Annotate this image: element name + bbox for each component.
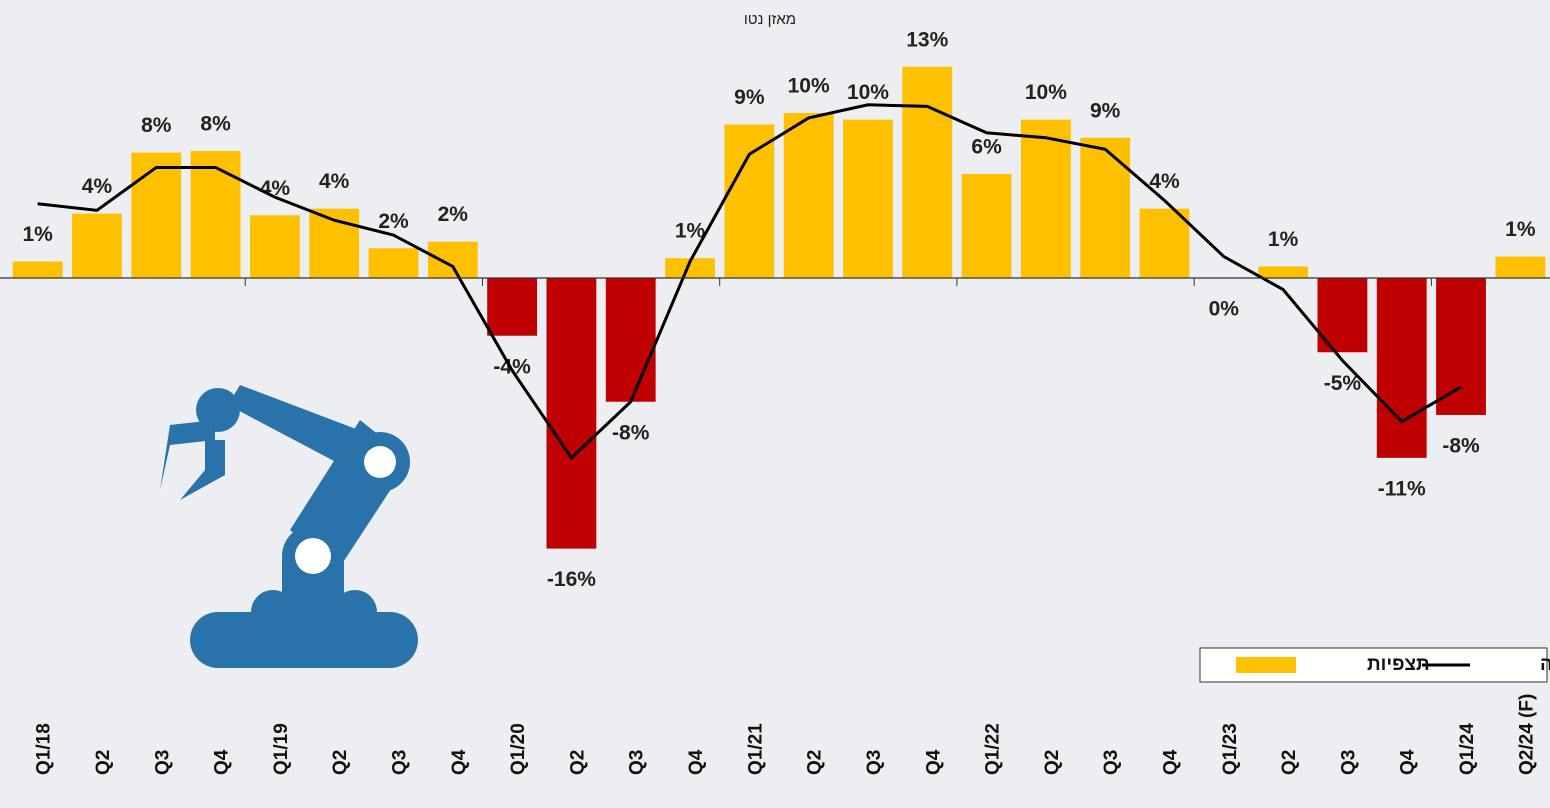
bar xyxy=(902,67,952,278)
bar xyxy=(784,113,834,278)
x-tick-label: Q1/21 xyxy=(745,723,766,775)
legend-label: מגמה xyxy=(1540,654,1550,675)
legend: מגמה תצפיות xyxy=(1200,648,1550,682)
data-label: 10% xyxy=(788,75,830,98)
x-tick-label: Q2 xyxy=(1279,750,1300,775)
x-tick-label: Q4 xyxy=(923,749,944,775)
chart: מאזן נטו 1%4%8%8%4%4%2%2%-4%-16%-8%1%9%1… xyxy=(0,0,1550,808)
bar xyxy=(1140,209,1190,278)
chart-title: מאזן נטו xyxy=(744,11,796,28)
x-tick-label: Q1/22 xyxy=(983,723,1004,775)
bar xyxy=(1258,266,1308,278)
bar xyxy=(428,242,478,278)
data-label: 0% xyxy=(1209,298,1240,321)
x-tick-label: Q3 xyxy=(864,750,885,775)
data-label: 9% xyxy=(1090,99,1121,122)
x-tick-label: Q3 xyxy=(1338,750,1359,775)
data-label: 1% xyxy=(1505,218,1536,241)
x-tick-label: Q4 xyxy=(686,749,707,775)
x-tick-label: Q2 xyxy=(330,750,351,775)
data-label: 6% xyxy=(971,136,1002,159)
x-tick-label: Q3 xyxy=(627,750,648,775)
bar xyxy=(547,278,597,549)
bar xyxy=(1436,278,1486,415)
x-tick-label: Q2 xyxy=(805,750,826,775)
bar xyxy=(1495,257,1545,278)
bar xyxy=(1021,120,1071,278)
x-tick-label: Q3 xyxy=(152,750,173,775)
bar xyxy=(250,215,300,278)
bar xyxy=(962,174,1012,278)
x-tick-label: Q4 xyxy=(212,749,233,775)
x-tick-label: Q2 xyxy=(93,750,114,775)
data-label: 1% xyxy=(1268,228,1299,251)
data-label: 2% xyxy=(438,203,469,226)
data-label: 1% xyxy=(22,223,53,246)
bar xyxy=(843,120,893,278)
data-label: 10% xyxy=(1025,81,1067,104)
x-tick-label: Q2/24 (F) xyxy=(1516,694,1537,775)
data-label: -4% xyxy=(493,355,531,378)
bar xyxy=(369,248,419,278)
data-label: 4% xyxy=(82,175,113,198)
bar xyxy=(72,214,122,278)
bar xyxy=(1080,138,1130,278)
x-tick-label: Q4 xyxy=(449,749,470,775)
x-tick-label: Q1/23 xyxy=(1220,723,1241,775)
x-tick-label: Q3 xyxy=(390,750,411,775)
bar xyxy=(131,153,181,278)
x-tick-label: Q1/24 xyxy=(1457,723,1478,775)
data-label: 8% xyxy=(141,114,172,137)
data-label: -11% xyxy=(1378,477,1426,500)
data-label: -16% xyxy=(547,568,596,591)
x-tick-label: Q2 xyxy=(567,750,588,775)
bar xyxy=(1377,278,1427,458)
x-tick-label: Q2 xyxy=(1042,750,1063,775)
bar xyxy=(487,278,537,336)
x-tick-label: Q1/18 xyxy=(34,723,55,775)
data-label: -8% xyxy=(1442,434,1480,457)
data-label: 9% xyxy=(734,86,765,109)
bar xyxy=(13,262,63,279)
data-label: 2% xyxy=(378,210,409,233)
x-tick-label: Q3 xyxy=(1101,750,1122,775)
bar xyxy=(191,151,241,278)
data-label: 13% xyxy=(906,28,948,51)
legend-label: תצפיות xyxy=(1367,654,1430,675)
bar xyxy=(724,125,774,278)
data-label: 10% xyxy=(847,81,889,104)
data-label: 8% xyxy=(200,112,231,135)
data-label: 4% xyxy=(319,170,350,193)
x-tick-label: Q1/20 xyxy=(508,723,529,775)
x-tick-label: Q1/19 xyxy=(271,723,292,775)
legend-swatch xyxy=(1236,657,1296,673)
x-tick-label: Q4 xyxy=(1398,749,1419,775)
data-label: -8% xyxy=(612,421,650,444)
x-tick-label: Q4 xyxy=(1161,749,1182,775)
bar xyxy=(606,278,656,402)
